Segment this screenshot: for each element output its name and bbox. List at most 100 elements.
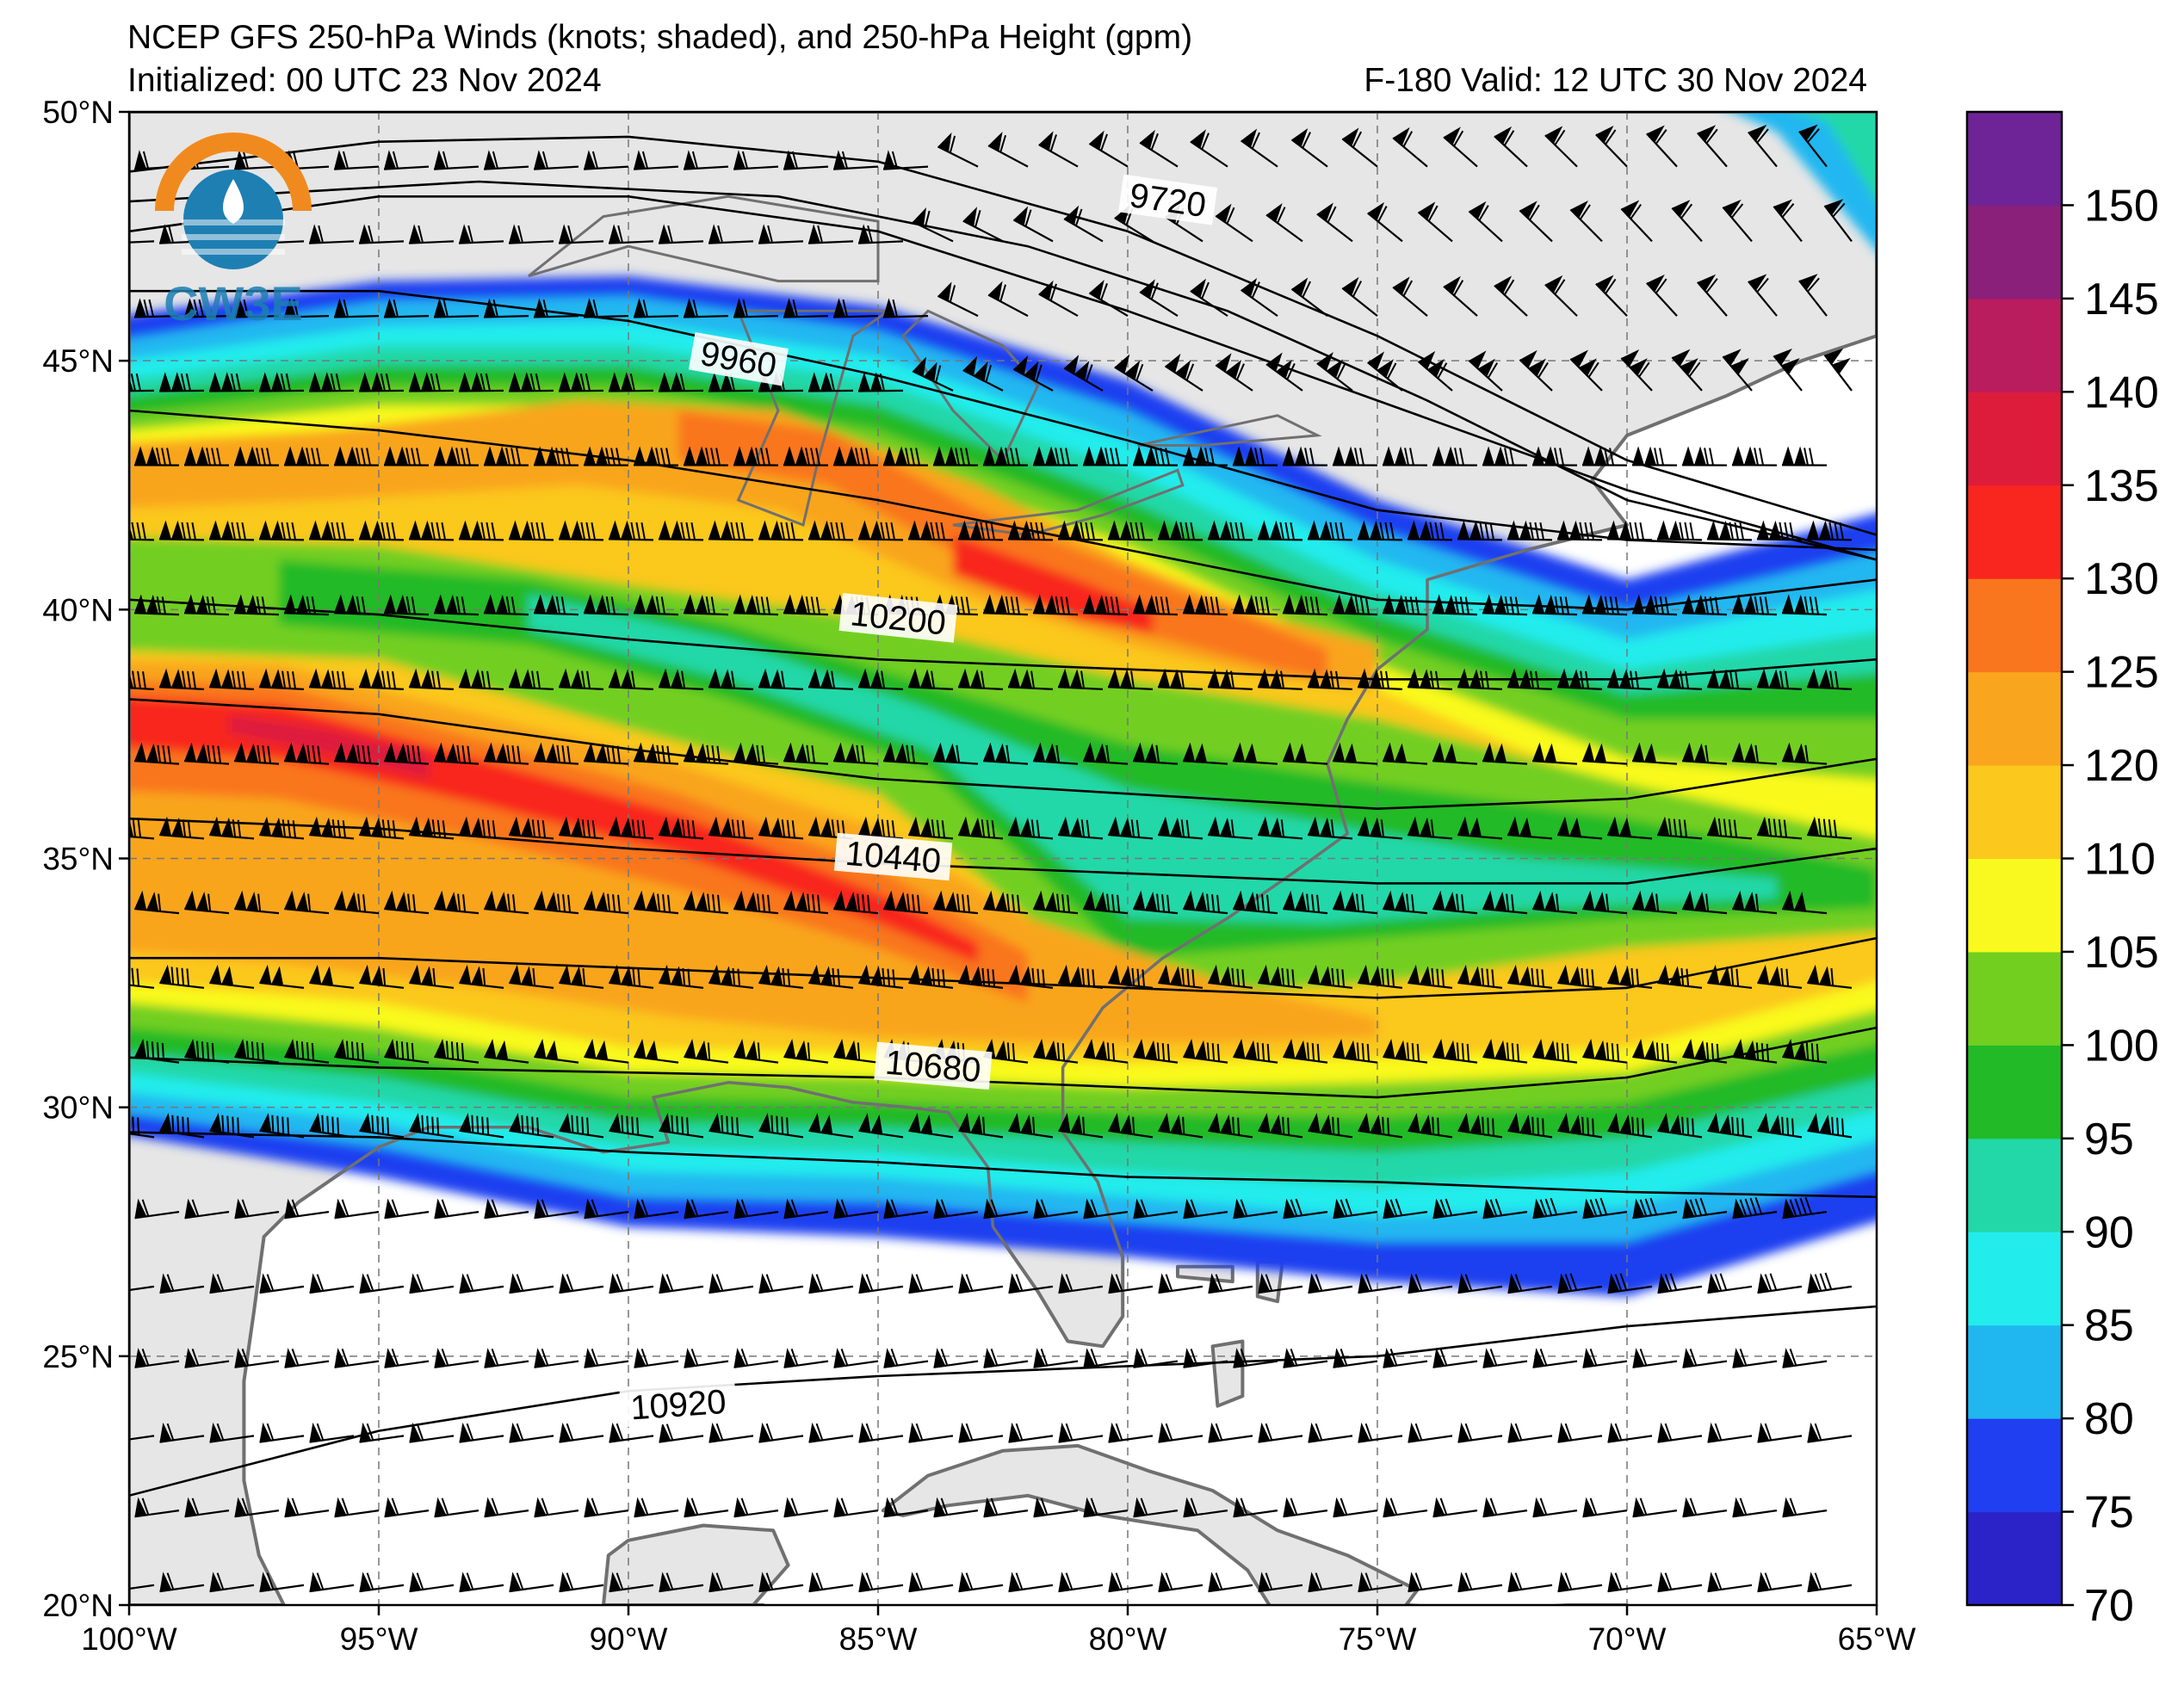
wind-barb <box>1133 742 1179 765</box>
wind-barb <box>1158 668 1203 690</box>
wind-barb <box>234 890 280 915</box>
wind-barb <box>634 1348 679 1368</box>
wind-barb <box>1333 1038 1378 1064</box>
wind-barb <box>758 1422 804 1443</box>
wind-barb <box>1557 1273 1603 1294</box>
wind-barb <box>1358 816 1403 840</box>
wind-barb <box>1582 890 1628 915</box>
colorbar-tick-label: 140 <box>2084 367 2159 417</box>
wind-barb <box>858 1113 904 1139</box>
wind-barb <box>1657 816 1703 840</box>
wind-barb <box>459 964 504 989</box>
wind-barb <box>559 1571 604 1593</box>
wind-barb <box>134 1497 180 1518</box>
wind-barb <box>609 816 654 840</box>
wind-barb <box>1707 964 1753 989</box>
wind-barb <box>334 890 380 915</box>
wind-barb <box>1632 1348 1678 1368</box>
wind-barb <box>283 594 330 616</box>
wind-barb <box>1108 1273 1154 1294</box>
colorbar-block <box>1967 205 2062 299</box>
wind-barb <box>933 1497 979 1518</box>
wind-barb <box>434 1198 479 1219</box>
wind-barb <box>1607 1273 1653 1294</box>
wind-barb <box>1158 816 1203 840</box>
wind-barb <box>1108 1422 1154 1443</box>
wind-barb <box>1732 1038 1778 1064</box>
wind-barb <box>634 1198 679 1219</box>
wind-barb <box>1632 1038 1678 1064</box>
wind-barb <box>1457 1571 1503 1593</box>
wind-barb <box>1482 1497 1528 1518</box>
wind-barb <box>1233 742 1278 765</box>
colorbar-block <box>1967 1418 2062 1513</box>
colorbar-block <box>1967 671 2062 766</box>
wind-barb <box>883 742 929 765</box>
wind-barb <box>159 1113 205 1139</box>
wind-barb <box>609 964 654 989</box>
wind-barb <box>309 1422 355 1443</box>
wind-barb <box>609 668 654 690</box>
wind-barb <box>234 742 280 765</box>
wind-barb <box>1108 816 1154 840</box>
height-contour-10560 <box>129 936 1877 999</box>
wind-barb <box>184 742 230 765</box>
wind-barb <box>1358 964 1403 989</box>
wind-barb <box>1033 1038 1079 1064</box>
wind-barb <box>1308 1422 1353 1443</box>
colorbar-tick-label: 100 <box>2084 1021 2159 1071</box>
wind-barb <box>733 742 779 765</box>
wind-barb <box>559 1273 604 1294</box>
wind-barb <box>333 594 380 616</box>
wind-barb <box>1108 1571 1154 1593</box>
wind-barb <box>1682 1497 1728 1518</box>
wind-barb <box>1732 1197 1778 1219</box>
wind-barb <box>309 1273 355 1294</box>
wind-barb <box>459 1571 504 1593</box>
wind-barb <box>1682 1038 1728 1064</box>
wind-barb <box>259 1422 305 1443</box>
wind-barb <box>209 1113 255 1139</box>
wind-barb <box>958 1422 1004 1443</box>
wind-barb <box>1283 1038 1328 1064</box>
wind-barb <box>1707 668 1753 690</box>
wind-barb <box>334 1348 380 1368</box>
wind-barb <box>684 742 729 765</box>
wind-barb <box>259 964 305 989</box>
wind-barb <box>1158 1113 1203 1139</box>
wind-barb <box>1757 1113 1803 1139</box>
wind-barb <box>434 742 479 765</box>
wind-barb <box>609 1273 654 1294</box>
wind-barb <box>159 816 205 840</box>
grand-bahama-land <box>1176 1264 1234 1284</box>
wind-barb <box>1432 1348 1478 1368</box>
wind-barb <box>958 1571 1004 1593</box>
wind-barb <box>459 816 504 840</box>
wind-barb <box>159 1422 205 1443</box>
wind-barb <box>1308 1113 1353 1139</box>
wind-barb <box>933 742 979 765</box>
wind-barb <box>1557 964 1603 989</box>
wind-barb <box>259 816 305 840</box>
wind-barb <box>584 1497 629 1518</box>
wind-barb <box>908 1422 954 1443</box>
initialized-time: Initialized: 00 UTC 23 Nov 2024 <box>127 62 602 99</box>
wind-barb <box>1482 1198 1528 1219</box>
wind-barb <box>1058 816 1104 840</box>
wind-barb <box>1132 594 1179 616</box>
wind-barb <box>1383 890 1428 915</box>
wind-barb <box>1282 594 1328 616</box>
wind-barb <box>634 742 679 765</box>
wind-barb <box>659 668 704 690</box>
wind-barb <box>1807 1113 1853 1139</box>
wind-barb <box>1033 1348 1079 1368</box>
coastline <box>129 112 1877 1605</box>
wind-barb <box>1108 668 1154 690</box>
height-contours <box>129 135 1877 1497</box>
wind-barb <box>1807 964 1853 989</box>
wind-barb <box>1208 668 1253 690</box>
wind-barb <box>1182 594 1228 616</box>
wind-barb <box>534 890 579 915</box>
wind-barb <box>1657 1571 1703 1593</box>
wind-barb <box>309 668 355 690</box>
